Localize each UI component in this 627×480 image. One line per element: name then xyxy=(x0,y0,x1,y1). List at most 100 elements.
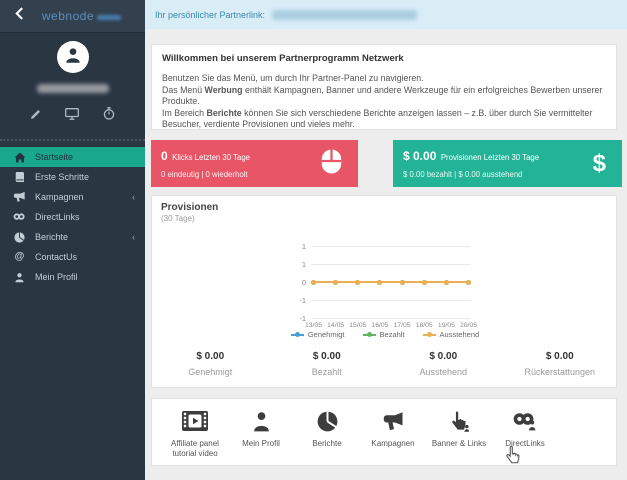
welcome-line2-bold: Werbung xyxy=(204,84,243,95)
shortcut-mein-profil[interactable]: Mein Profil xyxy=(228,409,294,449)
legend-item-ausstehend: Ausstehend xyxy=(422,330,479,339)
legend-item-genehmigt: Genehmigt xyxy=(290,330,345,339)
desktop-button[interactable] xyxy=(65,107,79,125)
provisions-stat-tile: $ 0.00 Provisionen Letzten 30 Tage $ 0.0… xyxy=(393,140,622,187)
brand-logo: webnode xyxy=(28,9,135,23)
sidebar-item-label: Erste Schritte xyxy=(35,172,90,182)
gridline: 1 xyxy=(302,260,471,269)
shortcut-directlinks[interactable]: DirectLinks xyxy=(492,409,558,449)
profile-actions xyxy=(0,107,145,125)
y-tick: 0 xyxy=(301,278,306,287)
x-tick: 13/05 xyxy=(305,322,323,329)
chain-links-icon xyxy=(13,211,26,224)
chart-subtitle: (30 Tage) xyxy=(161,214,195,223)
sidebar-header: webnode xyxy=(0,0,145,33)
shortcut-berichte[interactable]: Berichte xyxy=(294,409,360,449)
shortcut-tutorial-video[interactable]: Affiliate panel tutorial video xyxy=(162,409,228,459)
y-tick: -1 xyxy=(299,314,306,323)
sidebar-item-directlinks[interactable]: DirectLinks xyxy=(0,207,145,227)
welcome-line2: Das Menü xyxy=(162,84,205,95)
x-tick: 15/05 xyxy=(349,322,367,329)
pie-chart-icon xyxy=(294,409,360,433)
username-redacted xyxy=(36,84,109,93)
user-icon xyxy=(13,271,26,284)
sidebar-item-label: ContactUs xyxy=(35,252,78,262)
summary-ausstehend: $ 0.00 Ausstehend xyxy=(385,351,502,377)
chevron-collapsed-icon: ‹ xyxy=(132,232,135,242)
shortcut-banner-links[interactable]: Banner & Links xyxy=(426,409,492,449)
x-tick: 16/05 xyxy=(371,322,389,329)
welcome-line2-rest: enthält Kampagnen, Banner und andere Wer… xyxy=(162,84,603,107)
monitor-icon xyxy=(65,107,79,125)
welcome-text: Benutzen Sie das Menü, um durch Ihr Part… xyxy=(162,73,606,131)
user-icon xyxy=(228,409,294,433)
home-icon xyxy=(13,151,26,164)
sidebar-item-label: Mein Profil xyxy=(35,272,78,282)
welcome-title: Willkommen bei unserem Partnerprogramm N… xyxy=(162,53,404,64)
hand-pointer-icon xyxy=(426,409,492,433)
chain-links-icon xyxy=(492,409,558,433)
y-tick: 1 xyxy=(301,242,306,251)
chart-plot: 1 1 0 -1 -1 13/05 14/05 15/05 16/05 17/0… xyxy=(299,242,477,329)
shortcut-label: DirectLinks xyxy=(505,439,545,448)
x-tick: 17/05 xyxy=(393,322,411,329)
chevron-left-icon xyxy=(14,7,24,25)
summary-value: $ 0.00 xyxy=(196,351,225,362)
summary-label: Rückerstattungen xyxy=(524,367,596,377)
at-sign-icon: @ xyxy=(14,251,25,262)
sidebar-item-mein-profil[interactable]: Mein Profil xyxy=(0,267,145,287)
x-axis-labels: 13/05 14/05 15/05 16/05 17/05 18/05 19/0… xyxy=(305,322,477,329)
summary-label: Bezahlt xyxy=(311,367,342,377)
sidebar-item-kampagnen[interactable]: Kampagnen ‹ xyxy=(0,187,145,207)
chart-series xyxy=(311,279,471,285)
summary-value: $ 0.00 xyxy=(429,351,458,362)
welcome-line3: Im Bereich xyxy=(162,107,207,118)
book-icon xyxy=(13,171,26,184)
pencil-icon xyxy=(30,107,41,125)
user-icon xyxy=(64,46,82,69)
legend-marker xyxy=(362,332,376,337)
pie-chart-icon xyxy=(13,231,26,244)
clicks-label: Klicks Letzten 30 Tage xyxy=(172,153,251,162)
summary-genehmigt: $ 0.00 Genehmigt xyxy=(152,351,269,377)
sidebar-item-label: Berichte xyxy=(35,232,69,242)
legend-label: Genehmigt xyxy=(307,330,345,339)
clicks-sub: 0 eindeutig | 0 wiederholt xyxy=(161,170,248,179)
megaphone-icon xyxy=(360,409,426,433)
sidebar-menu: Startseite Erste Schritte Kampagnen ‹ D xyxy=(0,147,145,287)
x-tick: 19/05 xyxy=(437,322,455,329)
timer-button[interactable] xyxy=(103,107,115,125)
collapse-sidebar-button[interactable] xyxy=(10,7,28,25)
sidebar-item-startseite[interactable]: Startseite xyxy=(0,147,145,167)
summary-label: Genehmigt xyxy=(188,367,233,377)
x-tick: 20/05 xyxy=(459,322,477,329)
stopwatch-icon xyxy=(103,107,115,125)
legend-label: Bezahlt xyxy=(379,330,405,339)
x-tick: 14/05 xyxy=(327,322,345,329)
y-tick: -1 xyxy=(299,296,306,305)
chart-legend: Genehmigt Bezahlt Ausstehend xyxy=(152,330,618,339)
shortcut-kampagnen[interactable]: Kampagnen xyxy=(360,409,426,449)
chart-title: Provisionen xyxy=(161,202,219,213)
welcome-card: Willkommen bei unserem Partnerprogramm N… xyxy=(151,44,617,130)
partner-link-bar: Ihr persönlicher Partnerlink: xyxy=(145,0,627,29)
summary-bezahlt: $ 0.00 Bezahlt xyxy=(269,351,386,377)
film-icon xyxy=(162,409,228,433)
megaphone-icon xyxy=(13,191,26,204)
shortcut-label: Kampagnen xyxy=(371,439,415,448)
sidebar-item-label: Startseite xyxy=(35,152,74,162)
sidebar-item-contactus[interactable]: @ ContactUs xyxy=(0,247,145,267)
sidebar-item-berichte[interactable]: Berichte ‹ xyxy=(0,227,145,247)
welcome-line1: Benutzen Sie das Menü, um durch Ihr Part… xyxy=(162,73,424,83)
partner-link-label: Ihr persönlicher Partnerlink: xyxy=(155,9,266,20)
partner-link-redacted[interactable] xyxy=(272,9,418,20)
shortcut-label: Mein Profil xyxy=(242,439,280,448)
clicks-stat-tile: 0 Klicks Letzten 30 Tage 0 eindeutig | 0… xyxy=(151,140,358,187)
profile-section xyxy=(0,33,145,141)
sidebar-item-erste-schritte[interactable]: Erste Schritte xyxy=(0,167,145,187)
edit-profile-button[interactable] xyxy=(30,107,41,125)
provisions-label: Provisionen Letzten 30 Tage xyxy=(440,153,540,162)
avatar xyxy=(56,41,89,73)
summary-value: $ 0.00 xyxy=(545,351,574,362)
legend-item-bezahlt: Bezahlt xyxy=(362,330,405,339)
